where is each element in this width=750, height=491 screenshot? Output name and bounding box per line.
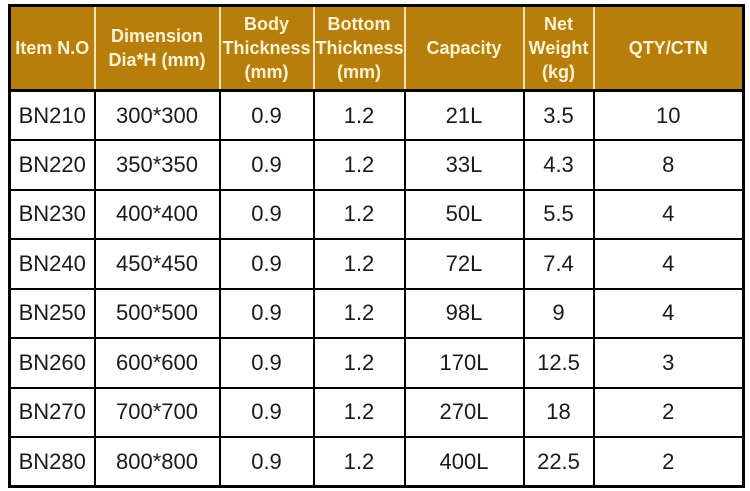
cell-capacity: 270L [403, 386, 525, 438]
cell-bottom-thickness: 1.2 [312, 188, 406, 240]
cell-qty-ctn: 3 [592, 337, 745, 389]
cell-bottom-thickness: 1.2 [312, 287, 406, 339]
cell-body-thickness: 0.9 [218, 386, 315, 438]
cell-body-thickness: 0.9 [218, 139, 315, 191]
cell-capacity: 21L [403, 89, 525, 141]
cell-dimension: 600*600 [93, 337, 221, 389]
cell-dimension: 800*800 [93, 436, 221, 488]
table-row: BN210 300*300 0.9 1.2 21L 3.5 10 [8, 89, 745, 141]
column-header-bottom-thickness: Bottom Thickness (mm) [313, 5, 406, 92]
cell-body-thickness: 0.9 [218, 238, 315, 290]
cell-bottom-thickness: 1.2 [312, 337, 406, 389]
cell-capacity: 170L [403, 337, 525, 389]
cell-net-weight: 18 [522, 386, 595, 438]
cell-net-weight: 3.5 [522, 89, 595, 141]
cell-dimension: 400*400 [93, 188, 221, 240]
cell-bottom-thickness: 1.2 [312, 89, 406, 141]
column-header-item-no: Item N.O [9, 5, 96, 92]
table-row: BN250 500*500 0.9 1.2 98L 9 4 [8, 287, 745, 339]
cell-dimension: 300*300 [93, 89, 221, 141]
cell-dimension: 350*350 [93, 139, 221, 191]
cell-body-thickness: 0.9 [218, 188, 315, 240]
cell-qty-ctn: 4 [592, 238, 745, 290]
cell-item-no: BN230 [8, 188, 96, 240]
cell-net-weight: 22.5 [522, 436, 595, 488]
cell-qty-ctn: 4 [592, 287, 745, 339]
cell-bottom-thickness: 1.2 [312, 436, 406, 488]
cell-qty-ctn: 8 [592, 139, 745, 191]
cell-qty-ctn: 4 [592, 188, 745, 240]
cell-bottom-thickness: 1.2 [312, 238, 406, 290]
cell-net-weight: 7.4 [522, 238, 595, 290]
table-row: BN260 600*600 0.9 1.2 170L 12.5 3 [8, 337, 745, 389]
cell-net-weight: 9 [522, 287, 595, 339]
cell-body-thickness: 0.9 [218, 436, 315, 488]
cell-dimension: 450*450 [93, 238, 221, 290]
table-body: BN210 300*300 0.9 1.2 21L 3.5 10 BN220 350*350 0.… [8, 89, 745, 488]
column-header-dimension: Dimension Dia*H (mm) [94, 5, 221, 92]
cell-bottom-thickness: 1.2 [312, 139, 406, 191]
column-header-net-weight: Net Weight (kg) [523, 5, 595, 92]
cell-bottom-thickness: 1.2 [312, 386, 406, 438]
cell-item-no: BN270 [8, 386, 96, 438]
column-header-body-thickness: Body Thickness (mm) [219, 5, 315, 92]
cell-dimension: 500*500 [93, 287, 221, 339]
header-row: Item N.O Dimension Dia*H (mm) Body Thickne… [9, 5, 744, 92]
cell-capacity: 98L [403, 287, 525, 339]
cell-item-no: BN220 [8, 139, 96, 191]
cell-qty-ctn: 2 [592, 386, 745, 438]
cell-capacity: 50L [403, 188, 525, 240]
cell-body-thickness: 0.9 [218, 89, 315, 141]
cell-body-thickness: 0.9 [218, 287, 315, 339]
cell-item-no: BN260 [8, 337, 96, 389]
cell-body-thickness: 0.9 [218, 337, 315, 389]
column-header-capacity: Capacity [404, 5, 525, 92]
product-spec-table: Item N.O Dimension Dia*H (mm) Body Thickne… [8, 4, 745, 488]
cell-net-weight: 5.5 [522, 188, 595, 240]
cell-capacity: 400L [403, 436, 525, 488]
table-row: BN240 450*450 0.9 1.2 72L 7.4 4 [8, 238, 745, 290]
cell-capacity: 72L [403, 238, 525, 290]
table-row: BN220 350*350 0.9 1.2 33L 4.3 8 [8, 139, 745, 191]
cell-net-weight: 12.5 [522, 337, 595, 389]
table-row: BN270 700*700 0.9 1.2 270L 18 2 [8, 386, 745, 438]
table-row: BN230 400*400 0.9 1.2 50L 5.5 4 [8, 188, 745, 240]
table-row: BN280 800*800 0.9 1.2 400L 22.5 2 [8, 436, 745, 488]
column-header-qty-ctn: QTY/CTN [593, 5, 744, 92]
cell-qty-ctn: 2 [592, 436, 745, 488]
cell-item-no: BN280 [8, 436, 96, 488]
cell-capacity: 33L [403, 139, 525, 191]
cell-qty-ctn: 10 [592, 89, 745, 141]
table-header: Item N.O Dimension Dia*H (mm) Body Thickne… [9, 5, 744, 92]
cell-item-no: BN240 [8, 238, 96, 290]
cell-dimension: 700*700 [93, 386, 221, 438]
cell-item-no: BN210 [8, 89, 96, 141]
cell-item-no: BN250 [8, 287, 96, 339]
cell-net-weight: 4.3 [522, 139, 595, 191]
